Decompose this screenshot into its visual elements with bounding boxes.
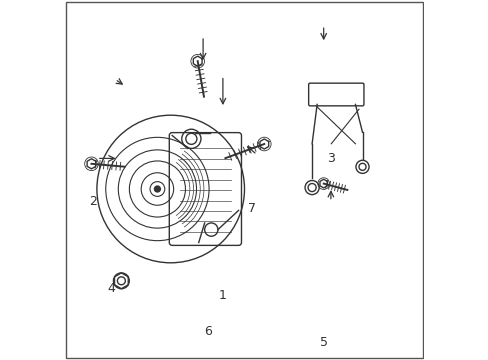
Text: 2: 2 — [89, 195, 97, 208]
Text: 4: 4 — [107, 282, 115, 294]
Circle shape — [154, 186, 160, 192]
Text: 7: 7 — [247, 202, 255, 215]
Text: 6: 6 — [204, 325, 212, 338]
Text: 1: 1 — [219, 289, 226, 302]
Text: 5: 5 — [319, 336, 327, 348]
Text: 3: 3 — [326, 152, 334, 165]
